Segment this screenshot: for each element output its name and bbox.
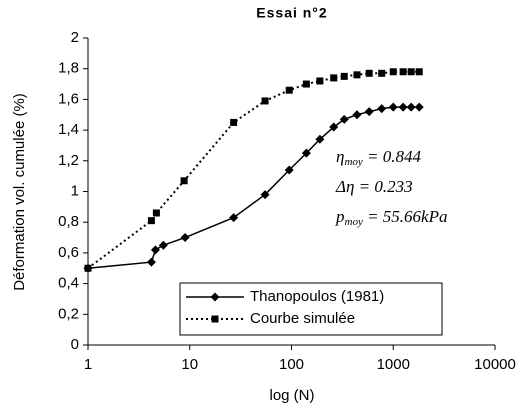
annotation: ηmoy = 0.844	[336, 147, 421, 168]
annotation-text: = 0.233	[354, 177, 412, 196]
chart-title: Essai n°2	[256, 5, 327, 21]
legend-label: Thanopoulos (1981)	[250, 288, 384, 305]
x-tick-label: 10	[181, 356, 198, 373]
marker	[285, 86, 293, 94]
annotation-text: = 0.844	[363, 147, 422, 166]
marker	[180, 177, 188, 185]
y-tick-label: 0,2	[58, 305, 79, 322]
marker	[389, 68, 397, 76]
legend-marker	[210, 292, 220, 302]
y-tick-label: 0,8	[58, 213, 79, 230]
marker	[365, 69, 373, 77]
marker	[353, 71, 361, 79]
marker	[84, 264, 92, 272]
marker	[352, 110, 362, 120]
y-tick-label: 1,2	[58, 152, 79, 169]
x-tick-label: 10000	[474, 356, 516, 373]
marker	[399, 68, 407, 76]
marker	[150, 245, 160, 255]
marker	[284, 165, 294, 175]
marker	[158, 240, 168, 250]
annotation: pmoy = 55.66kPa	[335, 207, 447, 228]
annotation-subscript: moy	[344, 156, 362, 168]
marker	[152, 209, 160, 217]
marker	[329, 122, 339, 132]
marker	[180, 233, 190, 243]
legend-label: Courbe simulée	[250, 310, 355, 327]
y-axis-label: Déformation vol. cumulée (%)	[11, 93, 28, 291]
y-tick-label: 1,6	[58, 90, 79, 107]
marker	[147, 217, 155, 225]
annotation-text: = 55.66kPa	[363, 207, 448, 226]
marker	[407, 68, 415, 76]
legend-box	[179, 282, 443, 336]
y-tick-label: 0,6	[58, 244, 79, 261]
marker	[301, 148, 311, 158]
x-tick-label: 1	[84, 356, 92, 373]
marker	[229, 213, 239, 223]
marker	[340, 72, 348, 80]
marker	[260, 190, 270, 200]
y-tick-label: 1,4	[58, 121, 79, 138]
marker	[364, 107, 374, 117]
marker	[339, 114, 349, 124]
marker	[388, 102, 398, 112]
annotation-symbol: η	[336, 147, 344, 166]
marker	[316, 77, 324, 85]
marker	[230, 118, 238, 126]
marker	[146, 257, 156, 267]
x-tick-label: 1000	[377, 356, 410, 373]
annotation: Δη = 0.233	[335, 177, 413, 196]
legend-marker	[211, 315, 219, 323]
y-tick-label: 2	[71, 29, 79, 46]
marker	[406, 102, 416, 112]
y-tick-label: 0,4	[58, 275, 79, 292]
x-axis-label: log (N)	[269, 387, 314, 404]
annotation-symbol: Δη	[335, 177, 354, 196]
marker	[261, 97, 269, 105]
series-line	[87, 70, 420, 270]
y-tick-label: 1	[71, 182, 79, 199]
marker	[330, 74, 338, 82]
marker	[302, 80, 310, 88]
y-tick-label: 0	[71, 336, 79, 353]
marker	[315, 134, 325, 144]
marker	[377, 104, 387, 114]
annotation-symbol: p	[335, 207, 345, 226]
annotation-subscript: moy	[345, 216, 363, 228]
y-tick-label: 1,8	[58, 60, 79, 77]
marker	[398, 102, 408, 112]
marker	[415, 68, 423, 76]
marker	[414, 102, 424, 112]
x-tick-label: 100	[279, 356, 304, 373]
marker	[378, 69, 386, 77]
